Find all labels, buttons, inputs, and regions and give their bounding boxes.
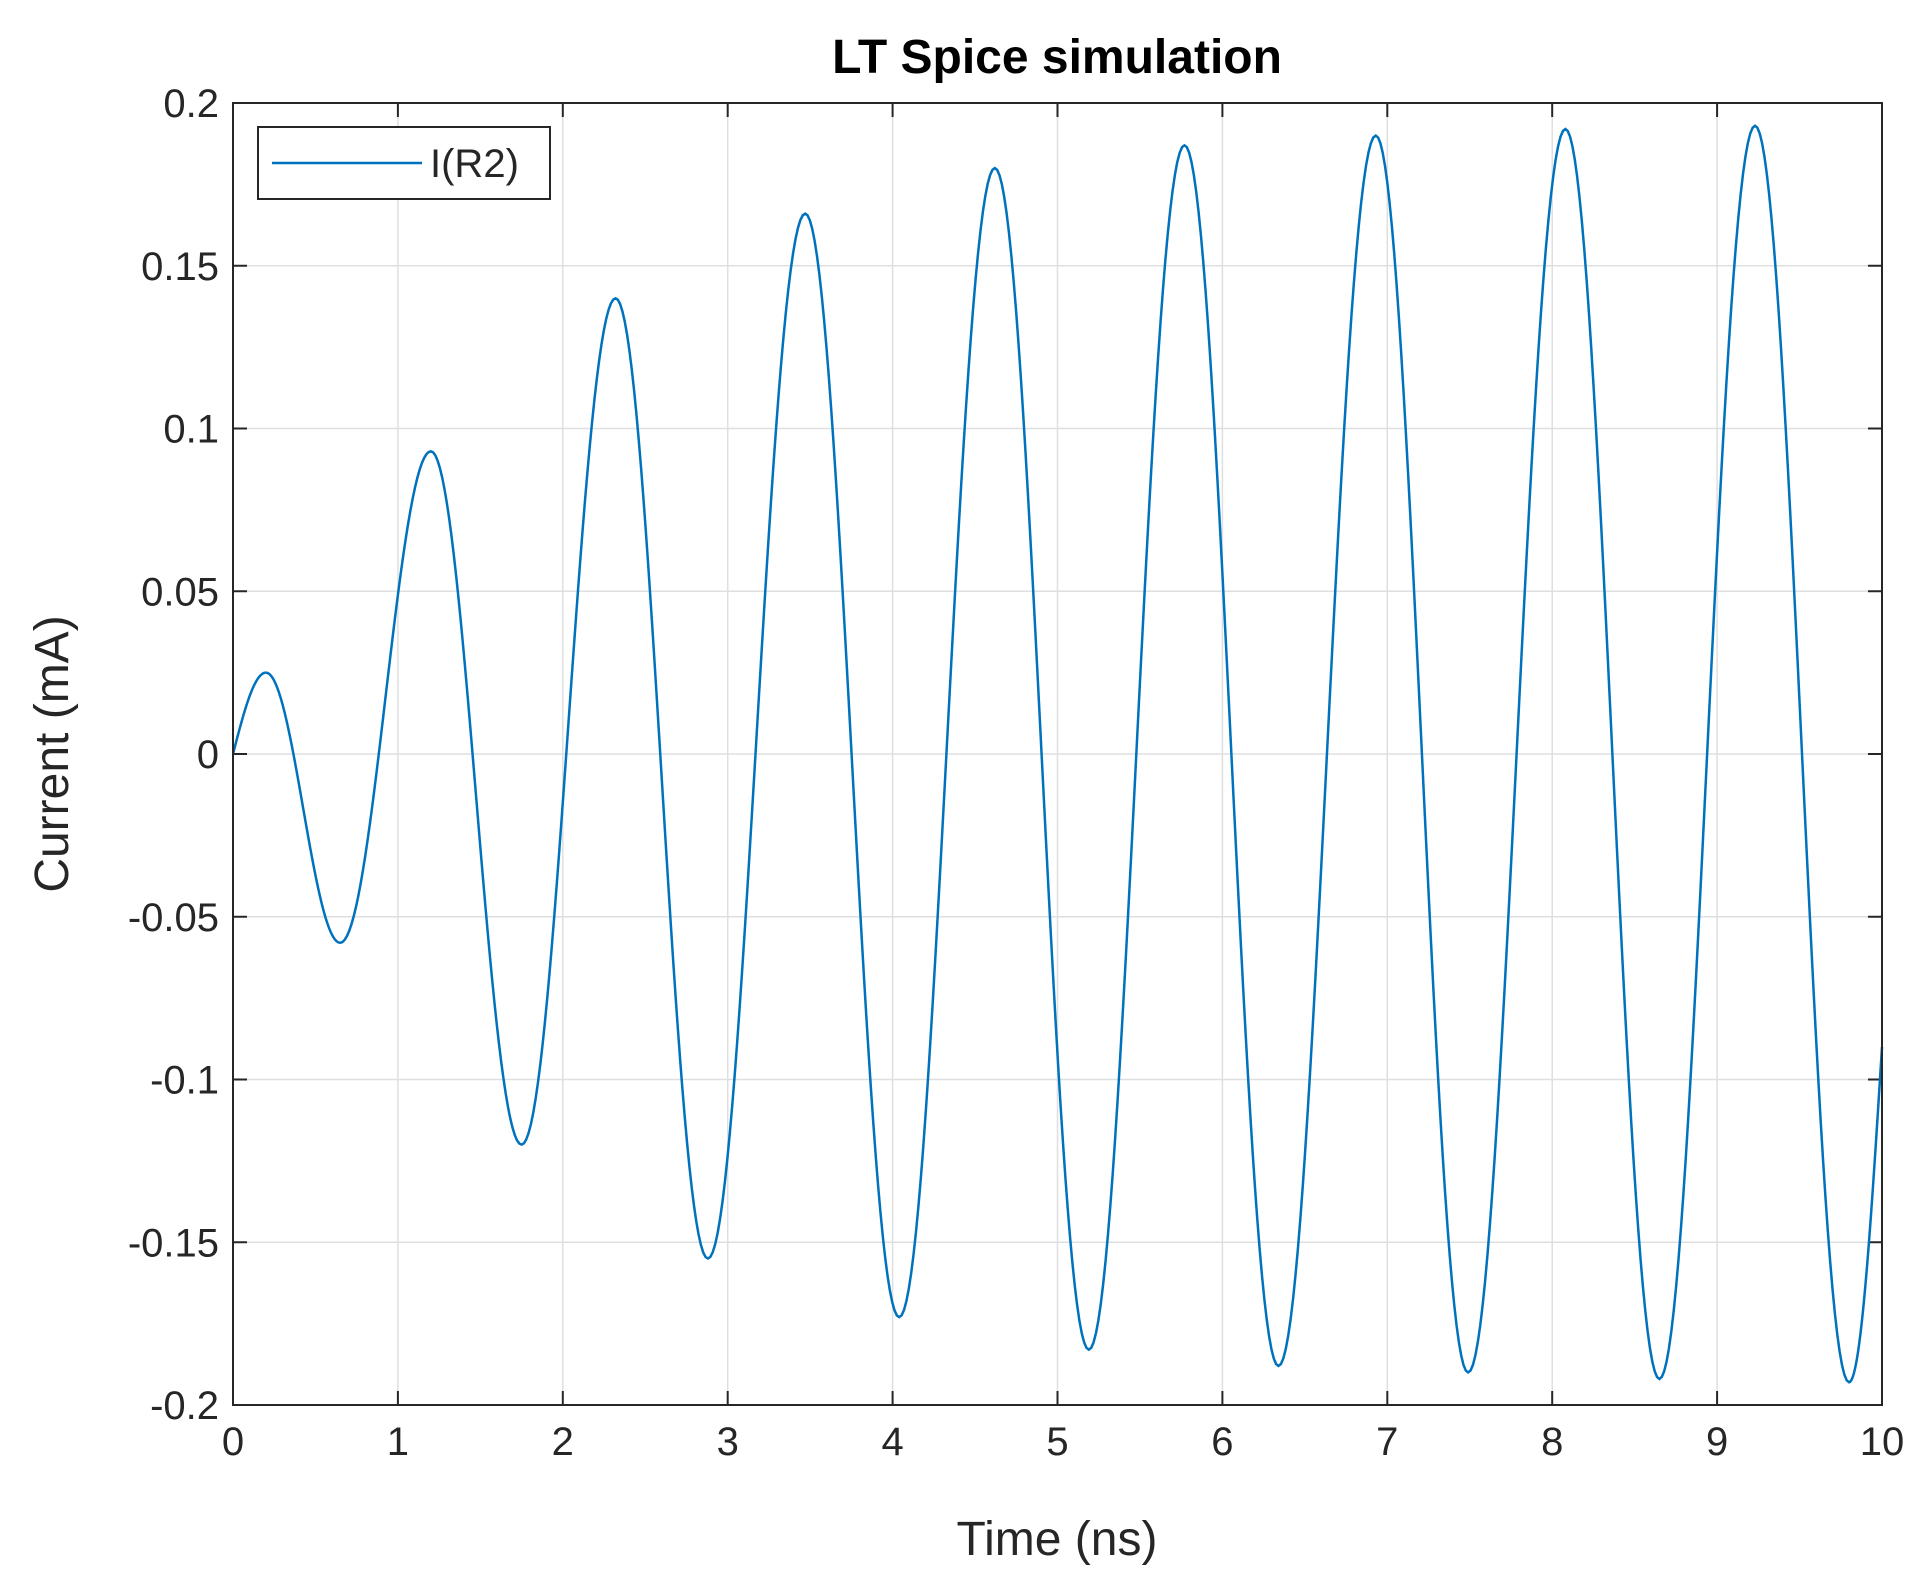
legend: I(R2) bbox=[257, 126, 551, 200]
y-tick-label: 0.05 bbox=[141, 570, 219, 614]
y-tick-label: -0.05 bbox=[128, 896, 219, 940]
y-tick-label: 0.1 bbox=[163, 408, 219, 452]
axes-box bbox=[232, 102, 1883, 1406]
y-axis-title: Current (mA) bbox=[26, 615, 79, 892]
x-tick-label: 5 bbox=[1046, 1420, 1068, 1464]
x-tick-label: 4 bbox=[881, 1420, 903, 1464]
x-tick-label: 0 bbox=[222, 1420, 244, 1464]
y-tick-label: -0.2 bbox=[150, 1384, 219, 1428]
y-tick-label: -0.15 bbox=[128, 1221, 219, 1265]
y-tick-label: 0 bbox=[197, 733, 219, 777]
legend-label-i-r2: I(R2) bbox=[430, 142, 519, 186]
x-axis-title: Time (ns) bbox=[957, 1513, 1158, 1566]
series-line-i-r2 bbox=[231, 124, 1884, 1384]
x-tick-labels: 0 1 2 3 4 5 6 7 8 9 10 bbox=[222, 1420, 1904, 1464]
y-tick-labels: 0.2 0.15 0.1 0.05 0 -0.05 -0.1 -0.15 -0.2 bbox=[128, 82, 219, 1428]
x-tick-label: 9 bbox=[1706, 1420, 1728, 1464]
y-tick-label: -0.1 bbox=[150, 1059, 219, 1103]
x-tick-label: 6 bbox=[1211, 1420, 1233, 1464]
x-tick-label: 2 bbox=[552, 1420, 574, 1464]
y-tick-label: 0.2 bbox=[163, 82, 219, 126]
y-tick-label: 0.15 bbox=[141, 245, 219, 289]
chart-title: LT Spice simulation bbox=[832, 31, 1282, 84]
grid bbox=[233, 103, 1882, 1405]
x-tick-label: 3 bbox=[717, 1420, 739, 1464]
x-tick-label: 8 bbox=[1541, 1420, 1563, 1464]
x-tick-label: 10 bbox=[1860, 1420, 1905, 1464]
x-tick-label: 7 bbox=[1376, 1420, 1398, 1464]
x-tick-label: 1 bbox=[387, 1420, 409, 1464]
